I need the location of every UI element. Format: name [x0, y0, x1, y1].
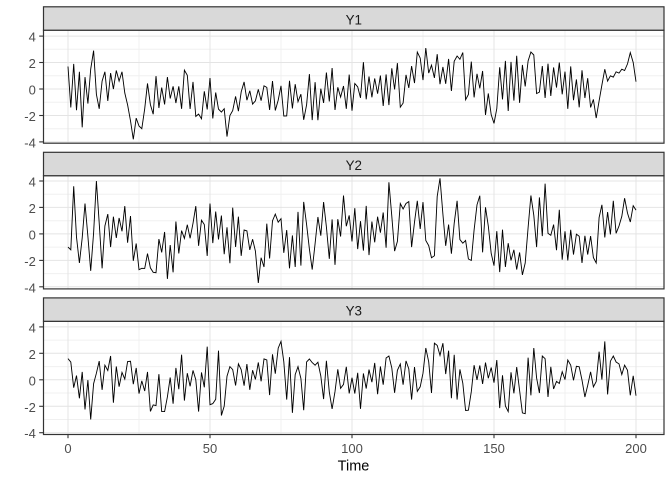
svg-text:Y2: Y2 — [346, 158, 362, 173]
svg-text:Y1: Y1 — [346, 12, 362, 27]
svg-text:Time: Time — [338, 458, 370, 474]
svg-text:4: 4 — [29, 30, 36, 45]
svg-text:50: 50 — [203, 441, 217, 456]
svg-text:150: 150 — [483, 441, 505, 456]
svg-text:Y3: Y3 — [346, 303, 362, 318]
svg-text:2: 2 — [29, 347, 36, 362]
svg-text:-2: -2 — [24, 254, 36, 269]
svg-text:-4: -4 — [24, 135, 36, 150]
svg-text:100: 100 — [341, 441, 363, 456]
svg-text:0: 0 — [29, 373, 36, 388]
svg-text:200: 200 — [625, 441, 647, 456]
svg-text:-2: -2 — [24, 400, 36, 415]
svg-text:-4: -4 — [24, 426, 36, 441]
svg-text:-4: -4 — [24, 280, 36, 295]
svg-text:2: 2 — [29, 56, 36, 71]
svg-text:4: 4 — [29, 175, 36, 190]
svg-text:0: 0 — [29, 83, 36, 98]
svg-text:0: 0 — [29, 227, 36, 242]
svg-text:4: 4 — [29, 320, 36, 335]
svg-text:2: 2 — [29, 201, 36, 216]
svg-text:-2: -2 — [24, 109, 36, 124]
svg-text:0: 0 — [64, 441, 71, 456]
